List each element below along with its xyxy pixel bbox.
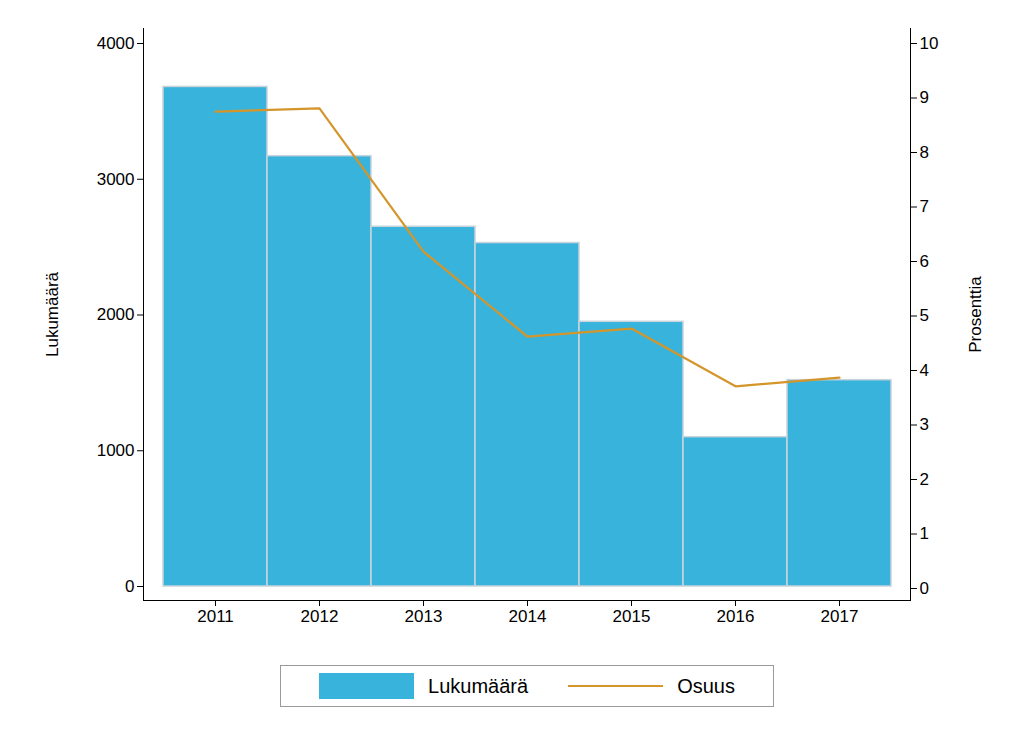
svg-text:1: 1 [920, 524, 929, 543]
svg-text:4000: 4000 [97, 34, 135, 53]
svg-text:10: 10 [920, 34, 939, 53]
svg-text:6: 6 [920, 252, 929, 271]
svg-text:2015: 2015 [613, 607, 651, 626]
svg-text:8: 8 [920, 143, 929, 162]
svg-text:3: 3 [920, 415, 929, 434]
svg-text:0: 0 [125, 577, 134, 596]
svg-text:0: 0 [920, 579, 929, 598]
svg-text:3000: 3000 [97, 170, 135, 189]
svg-text:2000: 2000 [97, 305, 135, 324]
svg-text:7: 7 [920, 197, 929, 216]
svg-text:2: 2 [920, 470, 929, 489]
html-text:Lukumäärä: Lukumäärä [428, 674, 529, 697]
svg-text:Prosenttia: Prosenttia [966, 276, 985, 353]
svg-text:2016: 2016 [717, 607, 755, 626]
svg-text:1000: 1000 [97, 441, 135, 460]
svg-text:5: 5 [920, 306, 929, 325]
svg-text:2011: 2011 [197, 607, 234, 626]
svg-text:4: 4 [920, 361, 929, 380]
svg-text:2014: 2014 [509, 607, 547, 626]
svg-text:2012: 2012 [301, 607, 339, 626]
html-text:Osuus: Osuus [677, 674, 735, 697]
svg-text:2017: 2017 [821, 607, 859, 626]
svg-text:Lukumäärä: Lukumäärä [43, 271, 62, 357]
svg-text:9: 9 [920, 88, 929, 107]
svg-text:2013: 2013 [405, 607, 443, 626]
